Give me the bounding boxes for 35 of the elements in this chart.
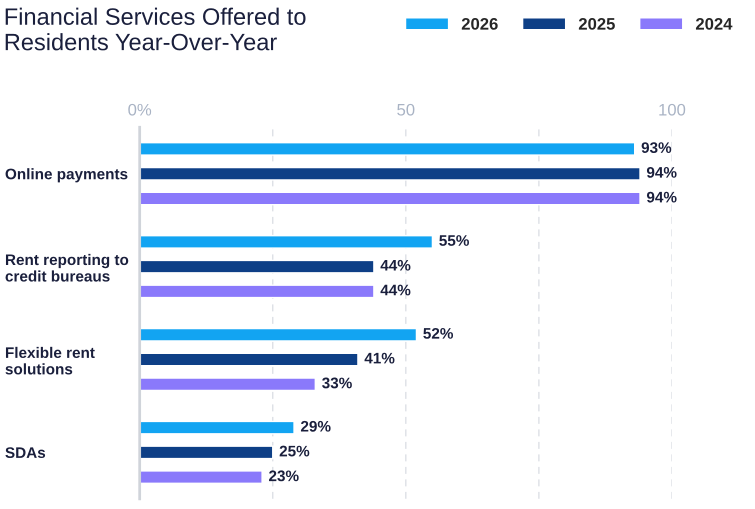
y-tick-label: Online payments (6, 168, 128, 182)
legend-label: 2025 (578, 18, 615, 30)
bar (140, 328, 418, 342)
data-label: 44% (380, 284, 410, 296)
data-label: 41% (364, 352, 394, 364)
bar (140, 192, 641, 206)
data-label: 44% (380, 260, 410, 271)
data-label: 33% (322, 378, 352, 388)
y-tick-label: SDAs (5, 447, 46, 458)
data-label: 52% (423, 328, 454, 339)
bar (140, 234, 434, 249)
legend-label: 2026 (462, 18, 498, 30)
data-label: 23% (269, 470, 299, 482)
bar (140, 142, 636, 156)
bar (140, 260, 375, 274)
x-tick-label: 50 (397, 104, 414, 116)
chart-title: Financial Services Offered to Residents Year-Over-Year (6, 8, 306, 50)
bar (140, 420, 295, 434)
bar (140, 352, 359, 366)
bar (140, 470, 263, 484)
bar (140, 284, 375, 298)
data-label: 55% (439, 235, 469, 246)
y-tick-label: Flexible rent solutions (5, 346, 95, 375)
legend-label: 2024 (696, 18, 732, 30)
data-label: 29% (300, 420, 331, 432)
bar (140, 166, 641, 181)
bar (140, 377, 316, 392)
bar (140, 445, 274, 460)
x-tick-label: 100 (659, 104, 686, 116)
y-tick-label: Rent reporting to credit bureaus (6, 254, 128, 282)
data-label: 93% (642, 142, 672, 154)
data-label: 94% (646, 192, 677, 203)
data-label: 25% (280, 446, 310, 456)
x-tick-label: 0% (128, 104, 152, 116)
data-label: 94% (646, 166, 677, 178)
